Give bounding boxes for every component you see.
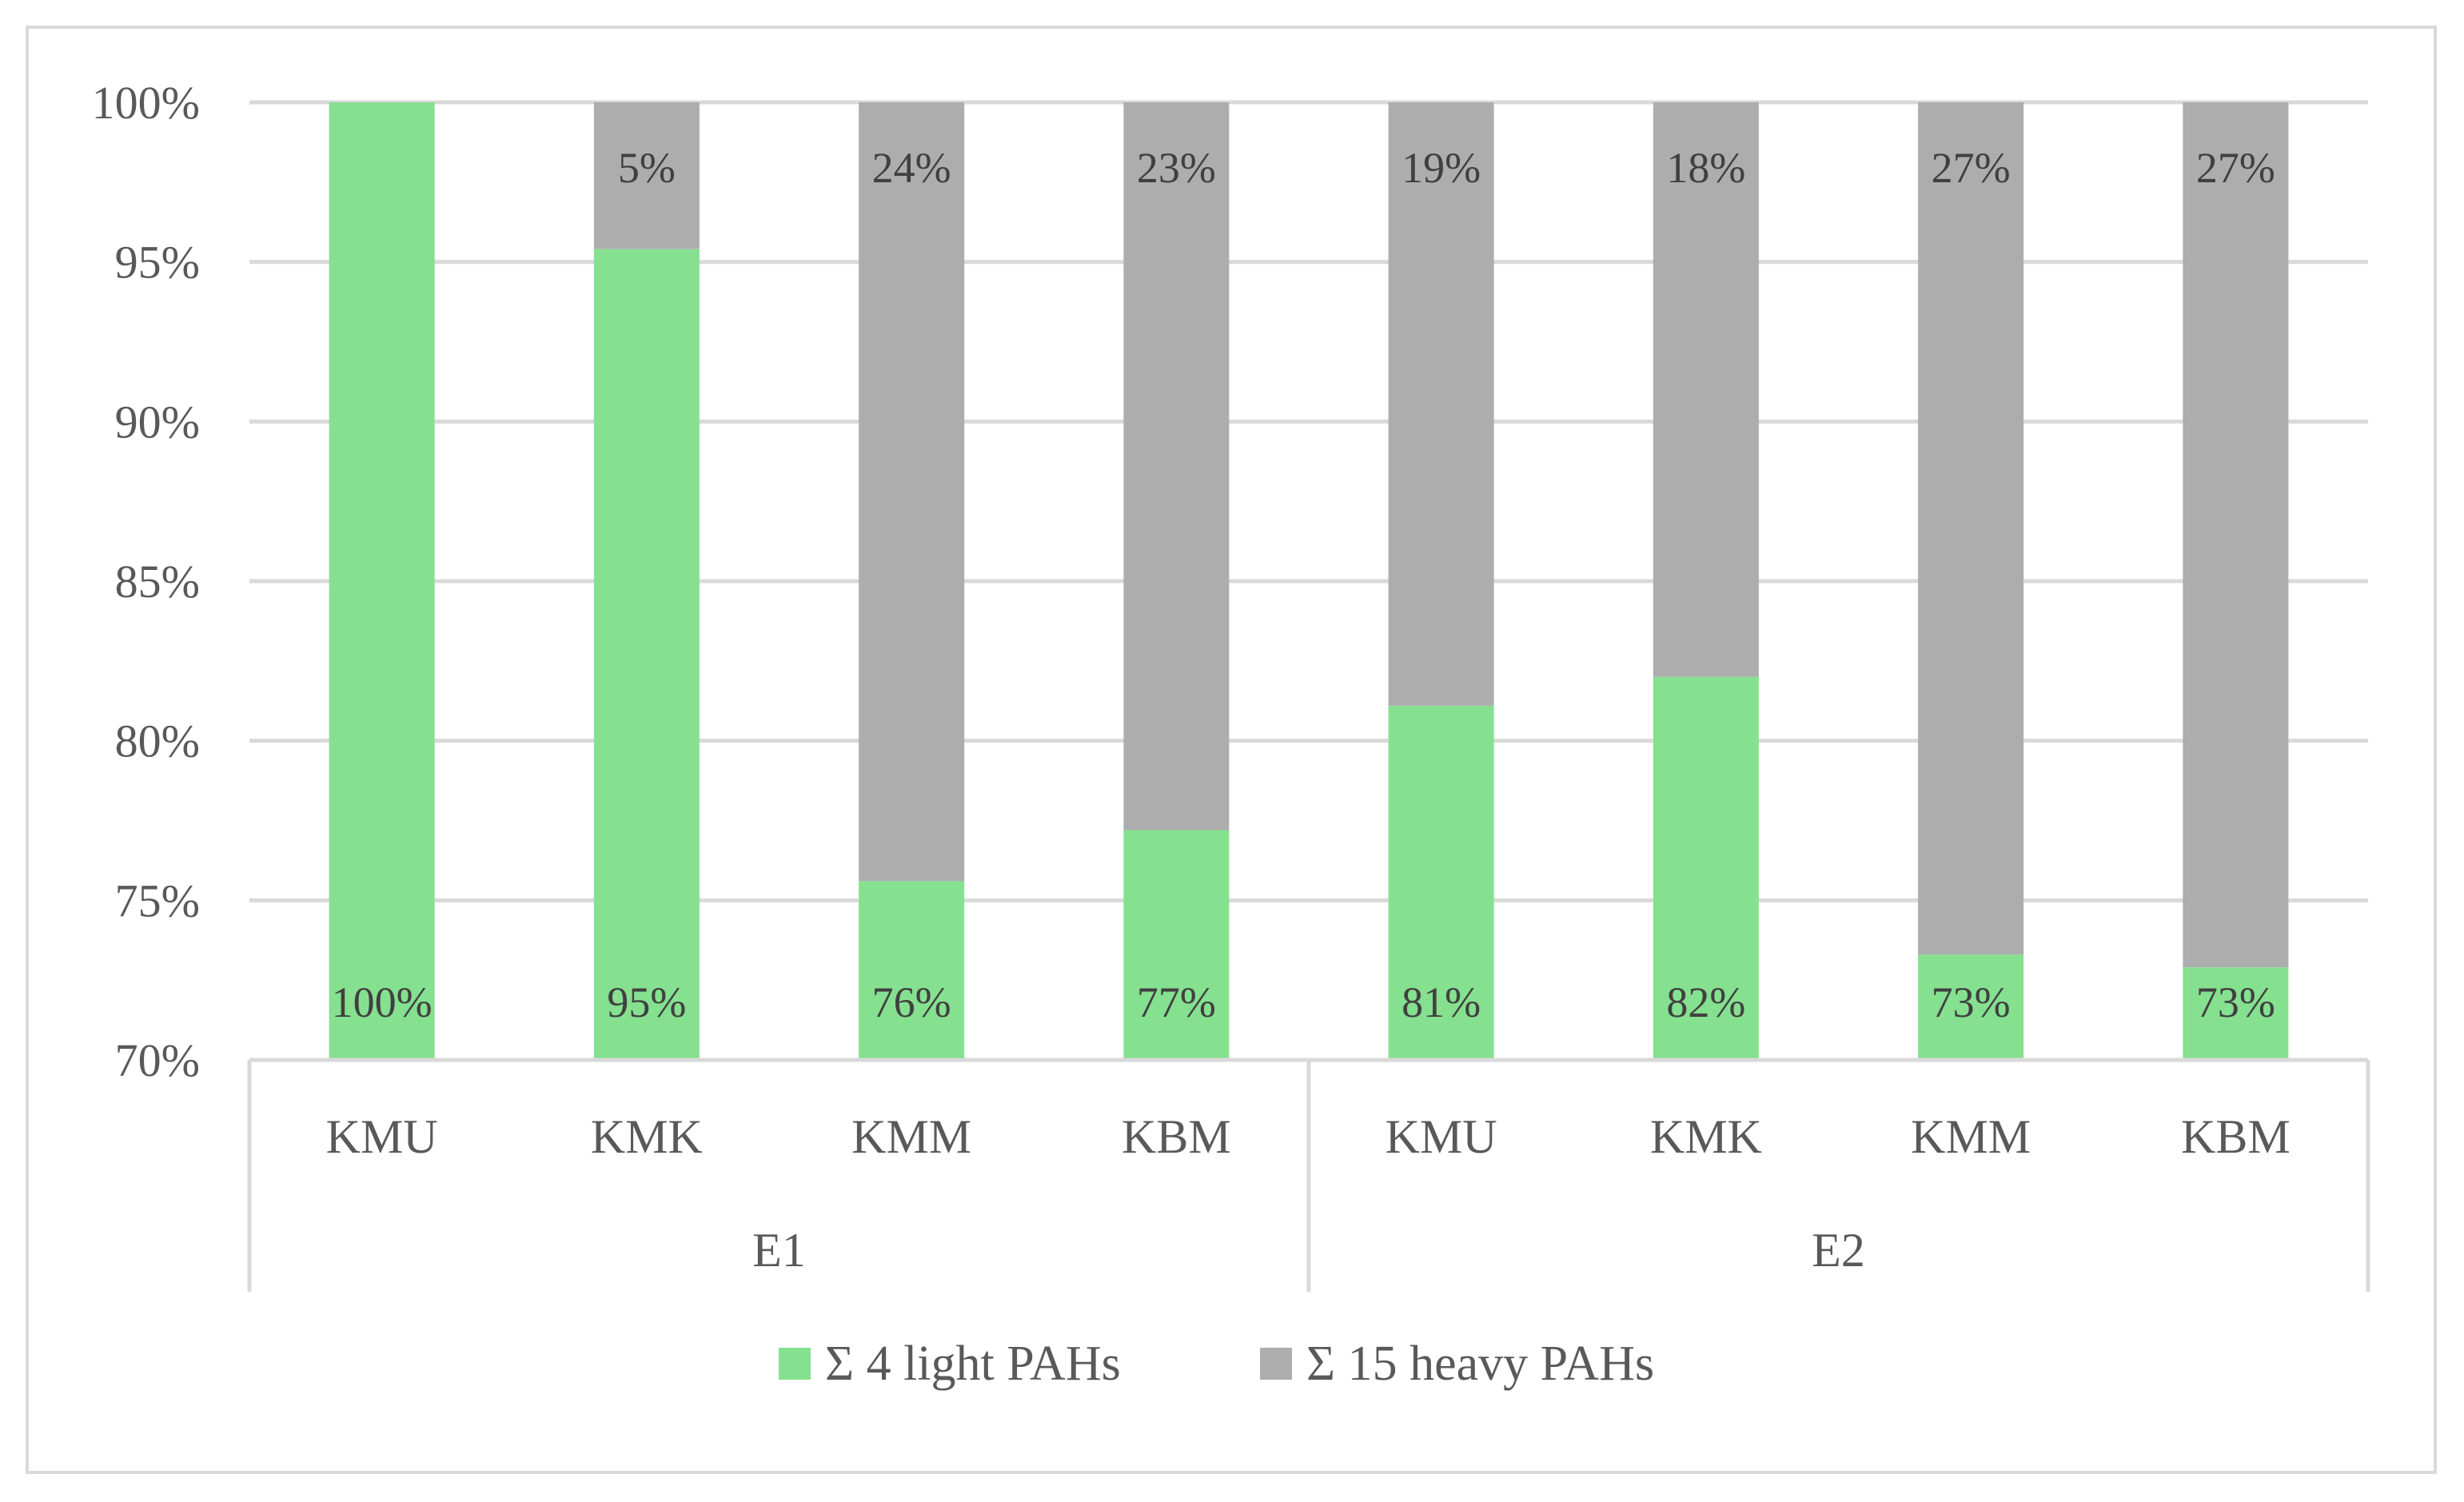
bar-segment-heavy: [859, 102, 965, 882]
bar-segment-light: [593, 249, 700, 1060]
data-label: 23%: [1137, 144, 1216, 192]
legend-swatch: [779, 1348, 811, 1380]
legend: Σ 4 light PAHs Σ 15 heavy PAHs: [779, 1337, 1654, 1391]
y-tick-label: 80%: [115, 715, 200, 767]
y-tick-label: 90%: [115, 396, 200, 448]
bar-segment-light: [1123, 830, 1230, 1060]
bar-segment-light: [329, 102, 435, 1060]
bar-segment-heavy: [1388, 102, 1494, 706]
bar-segment-heavy: [2183, 102, 2289, 968]
data-label: 100%: [332, 978, 433, 1026]
x-category-label: KMU: [326, 1110, 438, 1163]
bar-segment-heavy: [1653, 102, 1759, 677]
y-tick-label: 75%: [115, 875, 200, 926]
bar-segment-heavy: [1123, 102, 1230, 831]
data-label: 77%: [1137, 978, 1216, 1026]
x-group-label: E1: [752, 1224, 806, 1277]
x-category-label: KMM: [1911, 1110, 2031, 1163]
bars: [329, 102, 2289, 1060]
legend-label: Σ 15 heavy PAHs: [1306, 1337, 1654, 1391]
x-group-label: E2: [1812, 1224, 1865, 1277]
y-tick-label: 70%: [115, 1034, 200, 1086]
x-category-label: KMU: [1386, 1110, 1497, 1163]
y-tick-label: 95%: [115, 237, 200, 289]
x-category-label: KMK: [1650, 1110, 1762, 1163]
legend-swatch: [1260, 1348, 1292, 1380]
legend-label: Σ 4 light PAHs: [825, 1337, 1121, 1391]
x-category-label: KMM: [851, 1110, 971, 1163]
x-category-label: KMK: [591, 1110, 703, 1163]
data-label: 5%: [618, 144, 676, 192]
data-label: 27%: [1932, 144, 2011, 192]
bar-segment-light: [1653, 676, 1759, 1060]
data-label: 27%: [2196, 144, 2275, 192]
data-label: 18%: [1666, 144, 1745, 192]
data-label: 95%: [607, 978, 686, 1026]
bar-segment-heavy: [593, 102, 700, 249]
data-label: 19%: [1401, 144, 1481, 192]
y-tick-label: 85%: [115, 556, 200, 608]
data-label: 24%: [872, 144, 951, 192]
data-label: 73%: [2196, 978, 2275, 1026]
x-category-label: KBM: [1122, 1110, 1231, 1163]
data-label: 76%: [872, 978, 951, 1026]
data-labels: 100% 95% 5% 76% 24% 77% 23% 81% 19% 82% 18% 73% 27% 7…: [332, 144, 2275, 1026]
data-label: 82%: [1666, 978, 1745, 1026]
data-label: 73%: [1932, 978, 2011, 1026]
data-label: 81%: [1401, 978, 1481, 1026]
bar-segment-heavy: [1918, 102, 2024, 955]
gridlines: [249, 100, 2368, 1062]
axes: 70% 75% 80% 85% 90% 95% 100% KMU KMK KMM KBM KMU KMK…: [92, 77, 2370, 1292]
x-category-label: KBM: [2181, 1110, 2291, 1163]
bar-segment-light: [1388, 705, 1494, 1060]
bar-segment-light: [2183, 967, 2289, 1060]
bar-segment-light: [859, 881, 965, 1060]
bar-segment-light: [1918, 954, 2024, 1060]
y-tick-label: 100%: [92, 77, 200, 129]
